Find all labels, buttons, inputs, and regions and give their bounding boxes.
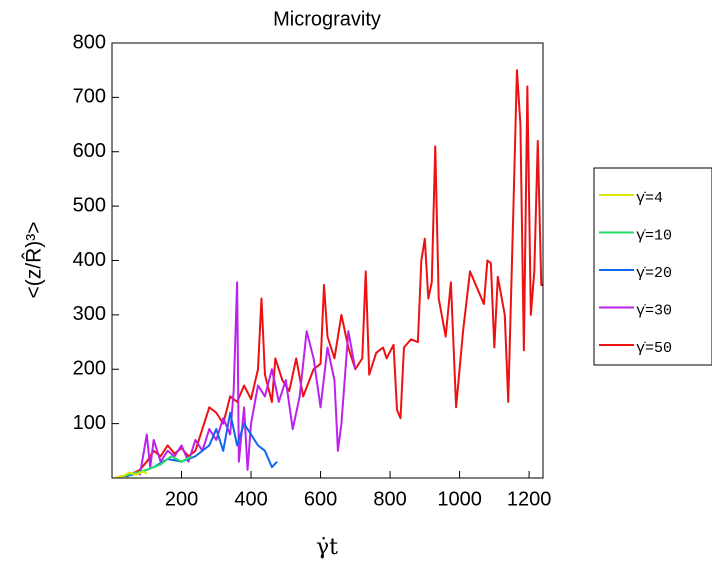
x-tick-label: 400: [234, 488, 267, 510]
legend-box: [593, 167, 712, 366]
legend-label: γ̇=50: [636, 340, 672, 357]
series-line: [118, 69, 543, 478]
y-tick-label: 400: [73, 249, 106, 271]
chart-title: Microgravity: [273, 8, 381, 30]
x-tick-label: 1200: [507, 488, 552, 510]
y-tick-label: 800: [73, 31, 106, 53]
y-axis-label: <(z/R̂)³>: [22, 221, 45, 298]
y-tick-label: 100: [73, 412, 106, 434]
x-tick-label: 200: [165, 488, 198, 510]
x-tick-label: 1000: [437, 488, 482, 510]
y-tick-label: 700: [73, 86, 106, 108]
y-tick-label: 500: [73, 194, 106, 216]
x-tick-label: 600: [304, 488, 337, 510]
legend-label: γ̇=30: [636, 302, 672, 319]
y-tick-label: 600: [73, 140, 106, 162]
plot-frame: [111, 42, 544, 479]
y-tick-label: 300: [73, 303, 106, 325]
y-tick-label: 200: [73, 358, 106, 380]
x-tick-label: 800: [373, 488, 406, 510]
legend-label: γ̇=4: [636, 190, 663, 207]
legend-label: γ̇=10: [636, 227, 672, 244]
x-axis-label: γ̇t: [316, 535, 338, 560]
series-line: [138, 281, 357, 476]
legend-label: γ̇=20: [636, 265, 672, 282]
series-line: [115, 470, 148, 479]
series-line: [118, 455, 193, 478]
